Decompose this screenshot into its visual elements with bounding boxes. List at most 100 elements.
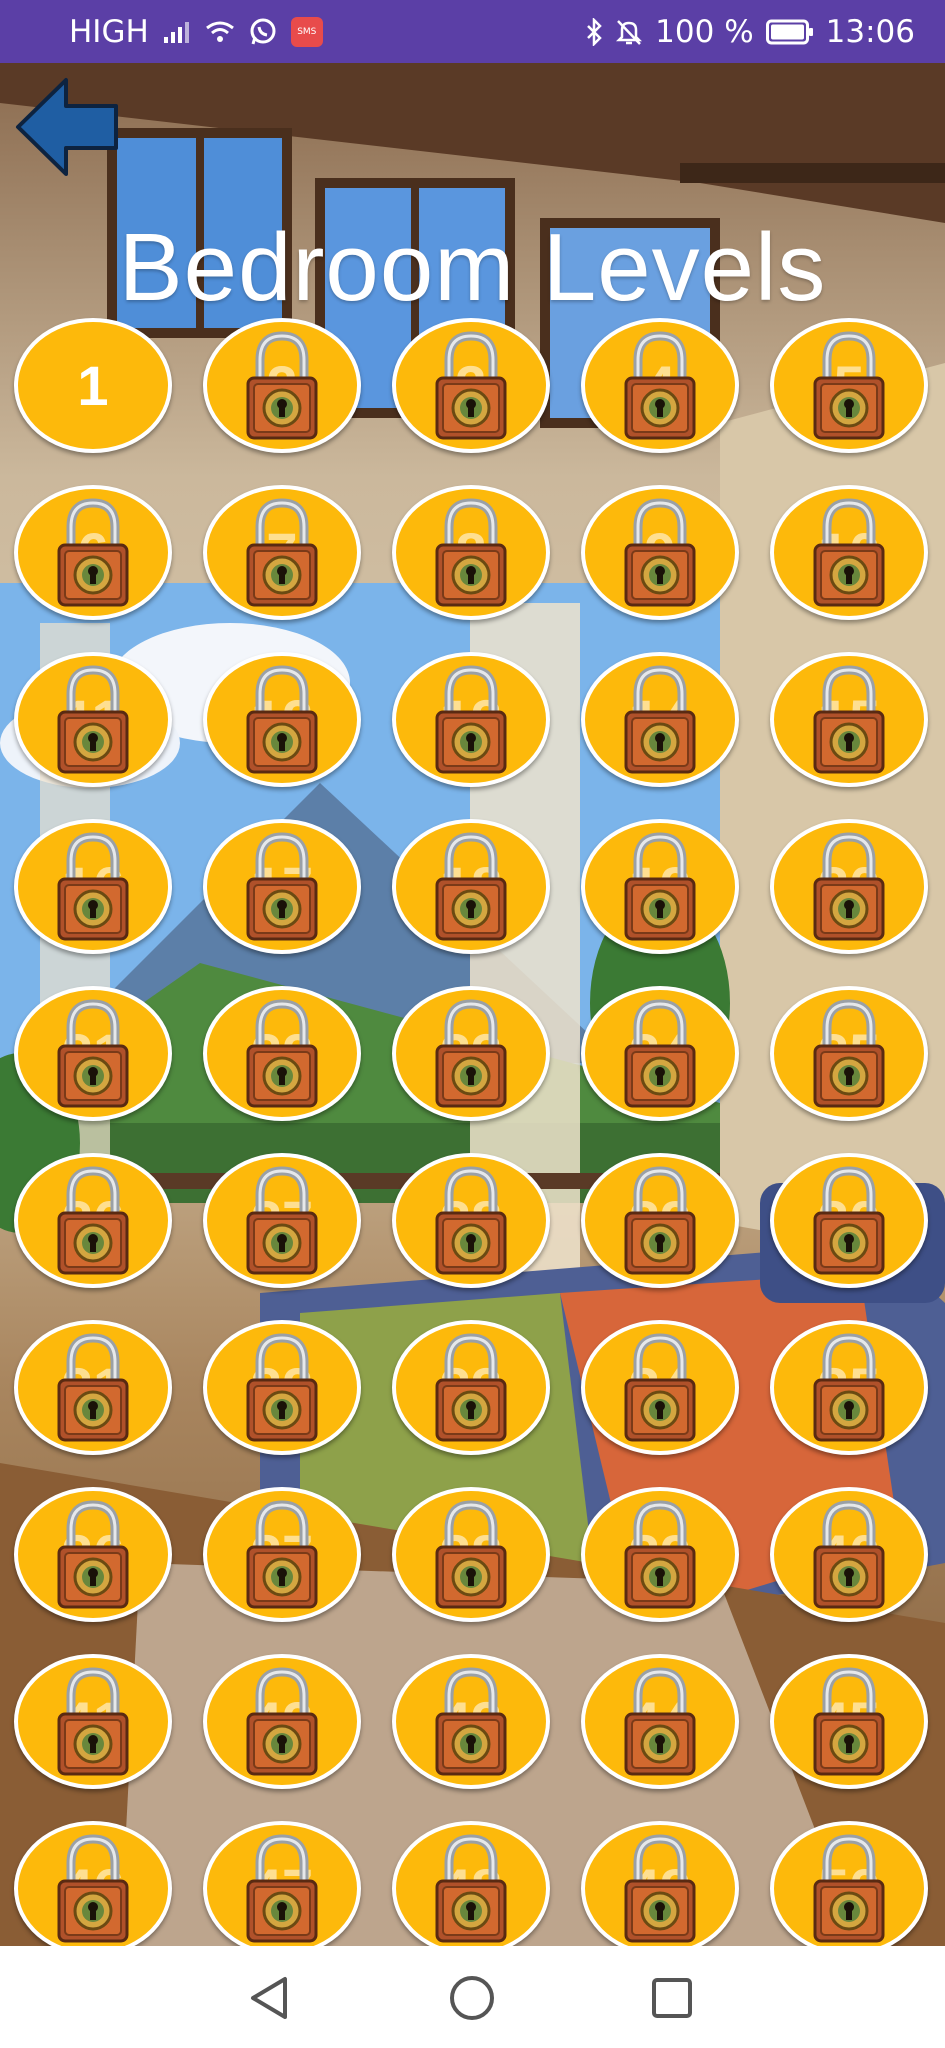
padlock-icon <box>433 1833 509 1945</box>
locked-level-button[interactable]: 41 <box>14 1654 172 1789</box>
locked-level-button[interactable]: 17 <box>203 819 361 954</box>
locked-level-button[interactable]: 23 <box>392 986 550 1121</box>
locked-level-button[interactable]: 5 <box>770 318 928 453</box>
locked-level-button[interactable]: 45 <box>770 1654 928 1789</box>
locked-level-button[interactable]: 43 <box>392 1654 550 1789</box>
locked-level-button[interactable]: 37 <box>203 1487 361 1622</box>
locked-level-button[interactable]: 46 <box>14 1821 172 1956</box>
locked-level-button[interactable]: 40 <box>770 1487 928 1622</box>
locked-level-button[interactable]: 15 <box>770 652 928 787</box>
locked-level-button[interactable]: 33 <box>392 1320 550 1455</box>
nav-recents-icon <box>649 1975 695 2021</box>
back-button[interactable] <box>14 76 120 178</box>
locked-level-button[interactable]: 20 <box>770 819 928 954</box>
locked-level-button[interactable]: 36 <box>14 1487 172 1622</box>
nav-recents-button[interactable] <box>644 1970 700 2026</box>
level-button[interactable]: 1 <box>14 318 172 453</box>
padlock-icon <box>433 1332 509 1444</box>
padlock-icon <box>244 330 320 442</box>
locked-level-button[interactable]: 49 <box>581 1821 739 1956</box>
level-row: 1 2345 <box>0 318 945 468</box>
locked-level-button[interactable]: 27 <box>203 1153 361 1288</box>
nav-back-icon <box>247 1975 293 2021</box>
locked-level-button[interactable]: 16 <box>14 819 172 954</box>
padlock-icon <box>433 1165 509 1277</box>
nav-back-button[interactable] <box>242 1970 298 2026</box>
locked-level-button[interactable]: 9 <box>581 485 739 620</box>
battery-percent: 100 % <box>655 14 753 50</box>
battery-icon <box>766 19 814 45</box>
level-row: 678910 <box>0 485 945 635</box>
padlock-icon <box>244 1332 320 1444</box>
nav-home-button[interactable] <box>444 1970 500 2026</box>
locked-level-button[interactable]: 29 <box>581 1153 739 1288</box>
locked-level-button[interactable]: 50 <box>770 1821 928 1956</box>
padlock-icon <box>244 1499 320 1611</box>
padlock-icon <box>55 1332 131 1444</box>
locked-level-button[interactable]: 14 <box>581 652 739 787</box>
locked-level-button[interactable]: 28 <box>392 1153 550 1288</box>
padlock-icon <box>55 1666 131 1778</box>
locked-level-button[interactable]: 42 <box>203 1654 361 1789</box>
locked-level-button[interactable]: 4 <box>581 318 739 453</box>
locked-level-button[interactable]: 24 <box>581 986 739 1121</box>
mute-bell-icon <box>615 18 643 46</box>
cellular-signal-icon <box>163 20 191 44</box>
locked-level-button[interactable]: 25 <box>770 986 928 1121</box>
level-row: 3637383940 <box>0 1487 945 1637</box>
padlock-icon <box>55 664 131 776</box>
locked-level-button[interactable]: 39 <box>581 1487 739 1622</box>
padlock-icon <box>244 497 320 609</box>
padlock-icon <box>811 330 887 442</box>
locked-level-button[interactable]: 31 <box>14 1320 172 1455</box>
sms-app-icon: SMS <box>291 17 323 47</box>
level-row: 4142434445 <box>0 1654 945 1804</box>
locked-level-button[interactable]: 21 <box>14 986 172 1121</box>
padlock-icon <box>622 1165 698 1277</box>
page-title: Bedroom Levels <box>0 213 945 323</box>
locked-level-button[interactable]: 6 <box>14 485 172 620</box>
locked-level-button[interactable]: 13 <box>392 652 550 787</box>
bluetooth-icon <box>585 18 603 46</box>
locked-level-button[interactable]: 30 <box>770 1153 928 1288</box>
locked-level-button[interactable]: 35 <box>770 1320 928 1455</box>
padlock-icon <box>811 1499 887 1611</box>
locked-level-button[interactable]: 47 <box>203 1821 361 1956</box>
padlock-icon <box>811 497 887 609</box>
padlock-icon <box>811 1666 887 1778</box>
locked-level-button[interactable]: 19 <box>581 819 739 954</box>
status-left: HIGH SMS <box>69 14 323 50</box>
locked-level-button[interactable]: 2 <box>203 318 361 453</box>
padlock-icon <box>244 831 320 943</box>
padlock-icon <box>55 831 131 943</box>
locked-level-button[interactable]: 18 <box>392 819 550 954</box>
locked-level-button[interactable]: 12 <box>203 652 361 787</box>
locked-level-button[interactable]: 3 <box>392 318 550 453</box>
locked-level-button[interactable]: 32 <box>203 1320 361 1455</box>
padlock-icon <box>244 1165 320 1277</box>
locked-level-button[interactable]: 34 <box>581 1320 739 1455</box>
padlock-icon <box>55 497 131 609</box>
padlock-icon <box>622 664 698 776</box>
padlock-icon <box>244 1666 320 1778</box>
locked-level-button[interactable]: 10 <box>770 485 928 620</box>
locked-level-button[interactable]: 26 <box>14 1153 172 1288</box>
locked-level-button[interactable]: 7 <box>203 485 361 620</box>
locked-level-button[interactable]: 22 <box>203 986 361 1121</box>
padlock-icon <box>244 664 320 776</box>
back-arrow-icon <box>14 76 120 178</box>
locked-level-button[interactable]: 11 <box>14 652 172 787</box>
padlock-icon <box>811 998 887 1110</box>
locked-level-button[interactable]: 48 <box>392 1821 550 1956</box>
whatsapp-icon <box>249 18 277 46</box>
status-bar: HIGH SMS 100 % 13:06 <box>0 0 945 63</box>
locked-level-button[interactable]: 44 <box>581 1654 739 1789</box>
padlock-icon <box>622 330 698 442</box>
padlock-icon <box>55 998 131 1110</box>
padlock-icon <box>811 1165 887 1277</box>
signal-label: HIGH <box>69 14 149 50</box>
padlock-icon <box>55 1165 131 1277</box>
locked-level-button[interactable]: 38 <box>392 1487 550 1622</box>
padlock-icon <box>433 664 509 776</box>
locked-level-button[interactable]: 8 <box>392 485 550 620</box>
